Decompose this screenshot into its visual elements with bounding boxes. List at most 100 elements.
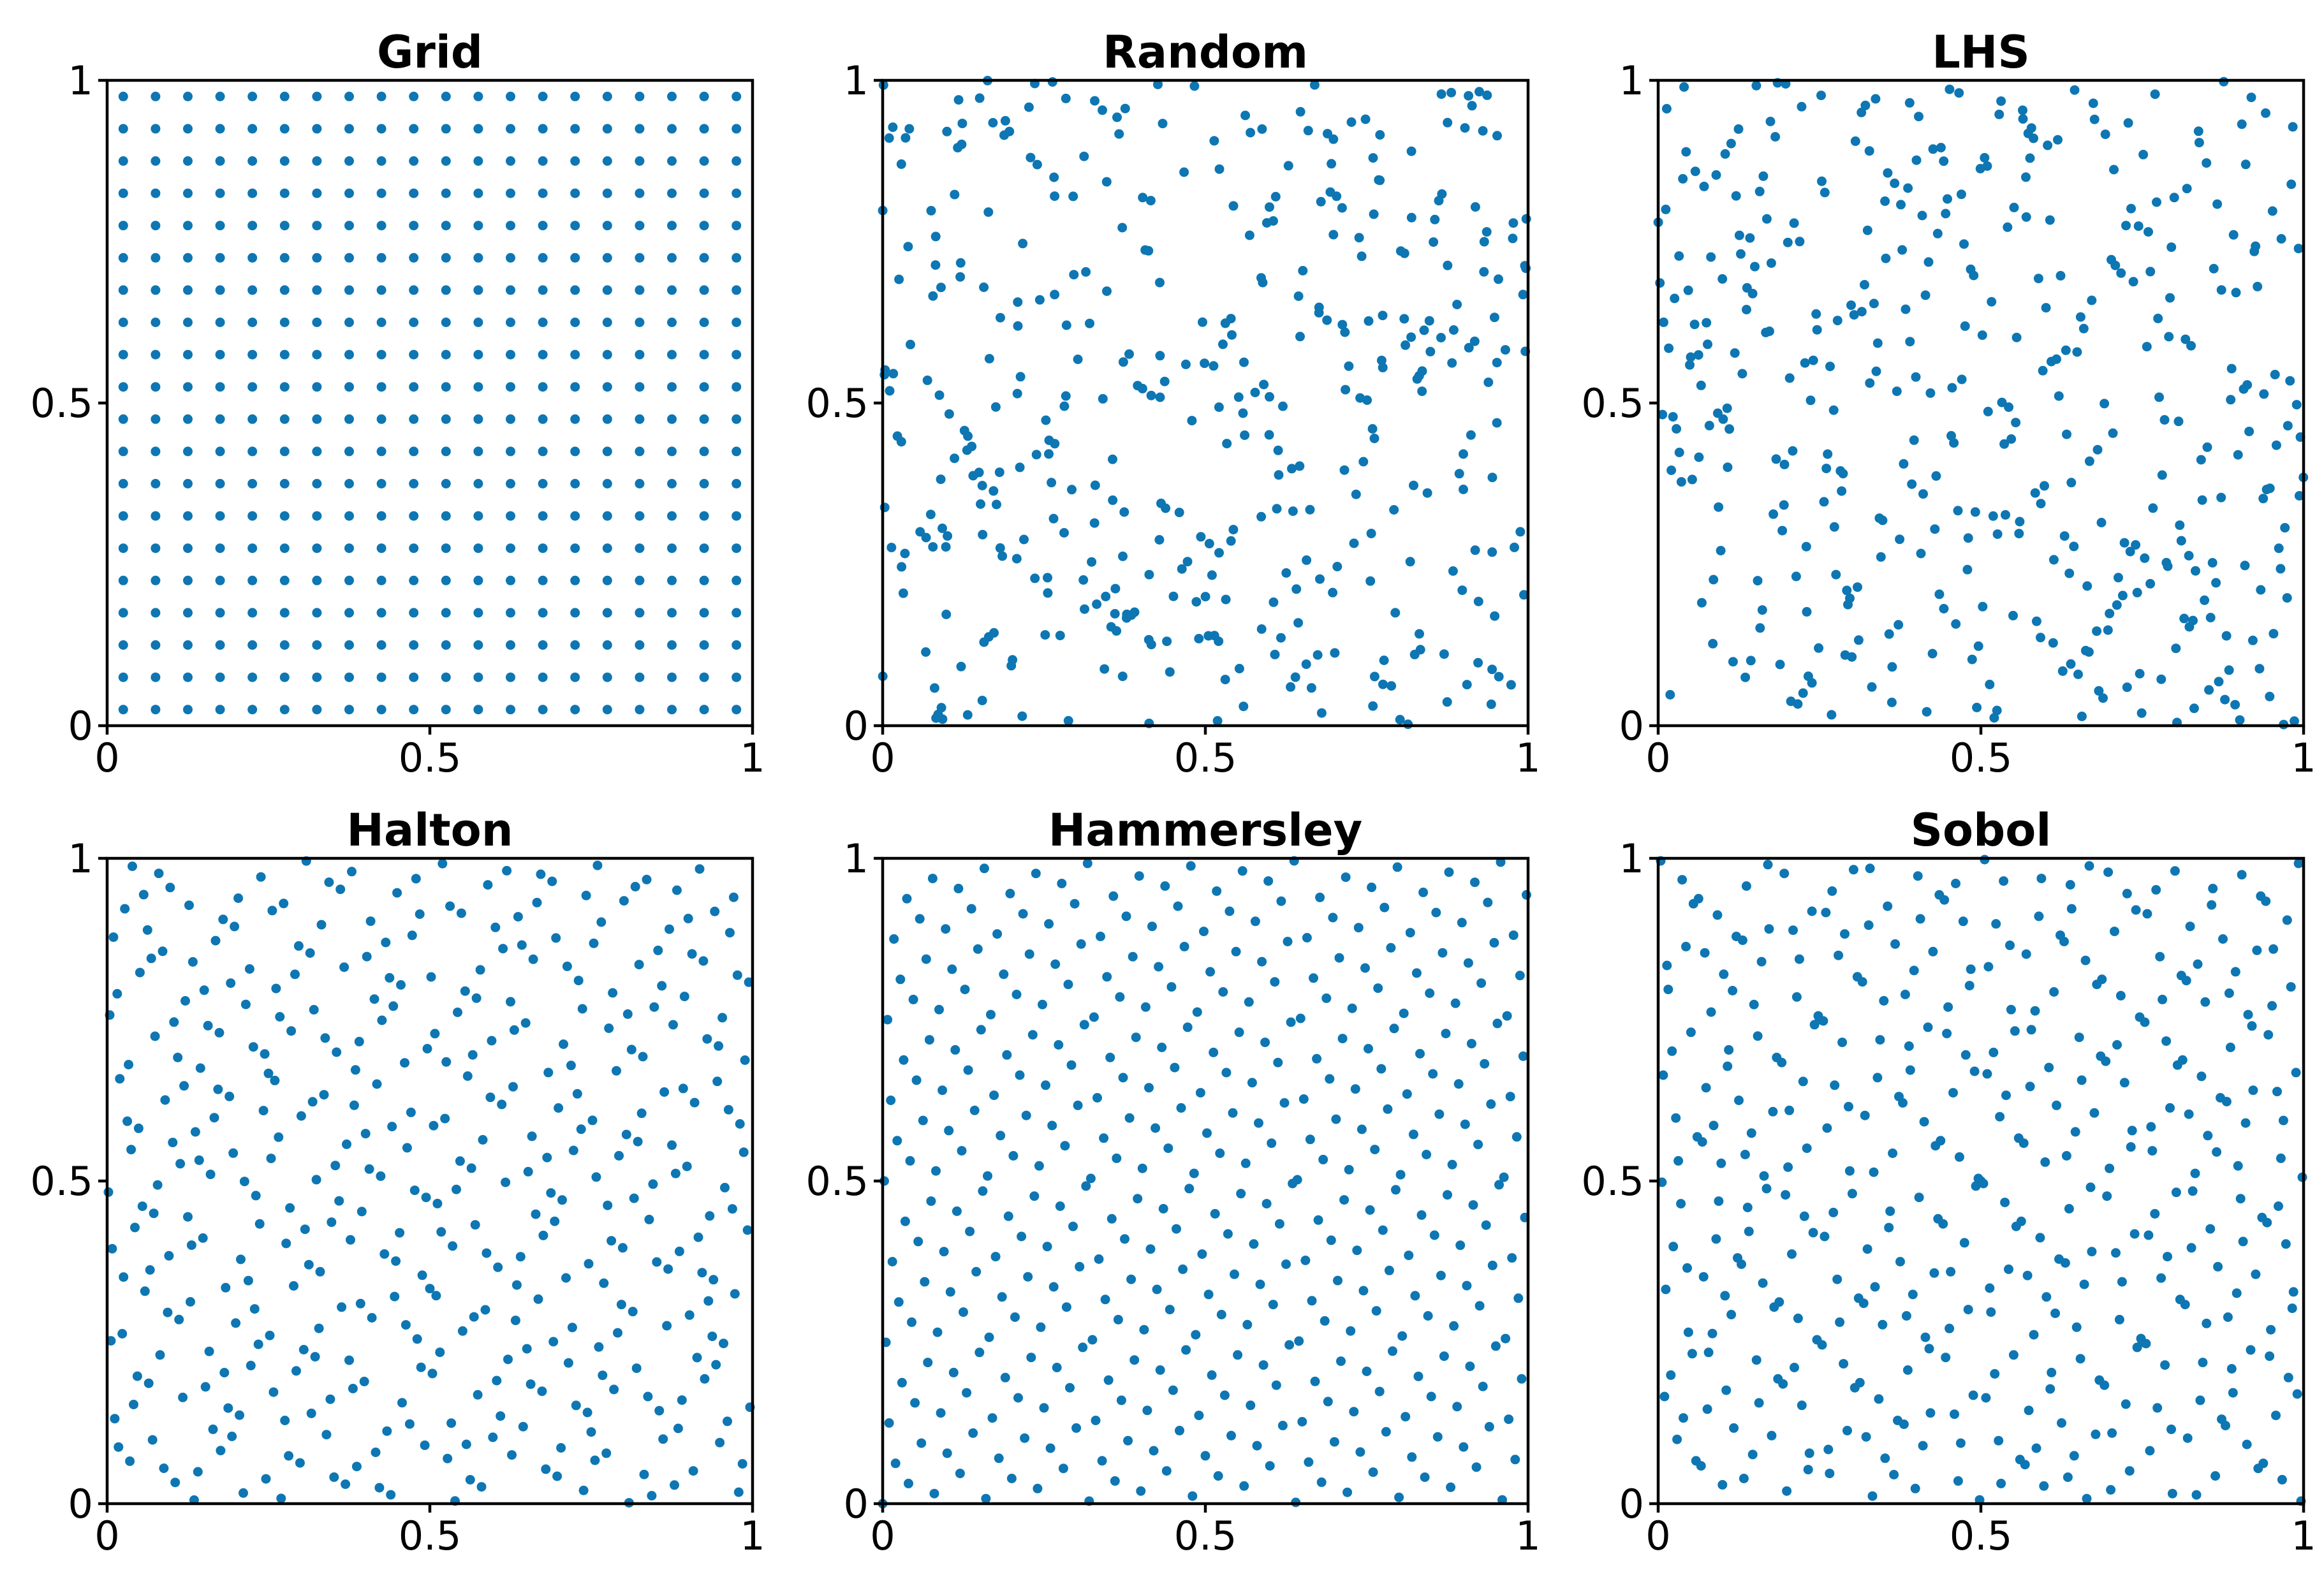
data-point [1100,1295,1110,1305]
data-point [557,1195,567,1205]
data-point [915,527,925,537]
data-point [570,446,580,457]
y-tick-label: 0.5 [1581,380,1644,427]
data-point [1916,548,1926,559]
data-point [2022,1270,2033,1280]
data-point [1036,1322,1046,1332]
data-point [1446,87,1457,98]
data-point [1662,960,1672,971]
data-point [635,253,645,263]
data-point [1216,1310,1226,1319]
data-point [1717,1479,1728,1490]
data-point [1284,1340,1295,1350]
data-point [1989,1047,1999,1057]
data-point [2132,587,2142,598]
data-point [907,1317,916,1327]
data-point [1426,1391,1436,1402]
data-point [587,1115,598,1126]
data-point [1707,1328,1717,1339]
data-point [1736,249,1746,259]
data-point [1923,1022,1933,1032]
data-point [1661,204,1671,214]
data-point [635,479,645,488]
data-point [502,865,512,876]
data-point [601,1448,612,1458]
data-point [1847,1189,1857,1199]
data-point [1904,1041,1914,1051]
data-point [941,924,951,934]
data-point [1043,588,1053,598]
data-point [1779,459,1790,469]
data-point [1383,1104,1393,1114]
data-point [1467,101,1477,111]
data-point [1015,1070,1025,1080]
data-point [409,1185,420,1196]
data-point [215,188,225,198]
data-point [1500,345,1510,355]
data-point [1960,1050,1971,1060]
data-point [2200,595,2210,605]
data-point [1837,486,1847,496]
data-point [248,1042,258,1052]
data-point [1900,990,1910,999]
data-point [515,1252,526,1262]
data-point [548,1337,559,1347]
data-point [164,1251,174,1261]
data-point [1405,928,1415,938]
data-point [1283,937,1293,946]
data-point [1676,477,1686,487]
data-point [279,318,290,327]
data-point [1048,513,1059,524]
data-point [320,1033,330,1043]
y-tick-label: 1 [844,835,869,882]
data-point [1090,480,1100,490]
data-point [1999,876,2009,886]
x-tick-label: 1 [2291,1513,2316,1559]
data-point [344,575,354,585]
data-point [2066,904,2077,914]
data-point [2248,1085,2258,1096]
data-point [2213,1261,2223,1272]
data-point [506,511,515,521]
data-point [1050,959,1061,969]
x-tick-label: 0.5 [1174,735,1237,781]
data-point [1120,103,1130,114]
data-point [1375,130,1385,140]
data-point [1098,105,1107,115]
data-point [296,1111,306,1121]
data-point [520,1018,531,1028]
data-point [1182,557,1193,567]
data-point [344,318,354,327]
data-point [2052,354,2061,364]
data-point [1808,1228,1818,1238]
data-point [1406,332,1416,342]
data-point [717,1013,728,1023]
data-point [1231,946,1241,957]
data-point [1292,1175,1302,1185]
data-point [312,608,322,618]
data-point [1839,1359,1849,1369]
data-point [602,382,612,392]
data-point [1029,1191,1040,1201]
data-point [1327,159,1337,169]
data-point [441,1057,452,1067]
data-point [1010,1312,1020,1322]
data-point [2293,858,2304,869]
data-point [1983,962,1994,972]
data-point [1658,409,1668,420]
data-point [699,608,709,618]
data-point [570,156,580,166]
data-point [2043,140,2053,150]
data-point [2244,427,2254,437]
data-point [1997,397,2007,407]
data-point [261,1474,271,1484]
data-point [1221,594,1231,605]
data-point [957,1146,967,1156]
data-point [2036,874,2047,884]
data-point [1434,1109,1445,1119]
data-point [247,414,258,424]
data-point [1286,682,1296,692]
data-point [2163,1252,2172,1262]
data-point [1194,1411,1204,1421]
